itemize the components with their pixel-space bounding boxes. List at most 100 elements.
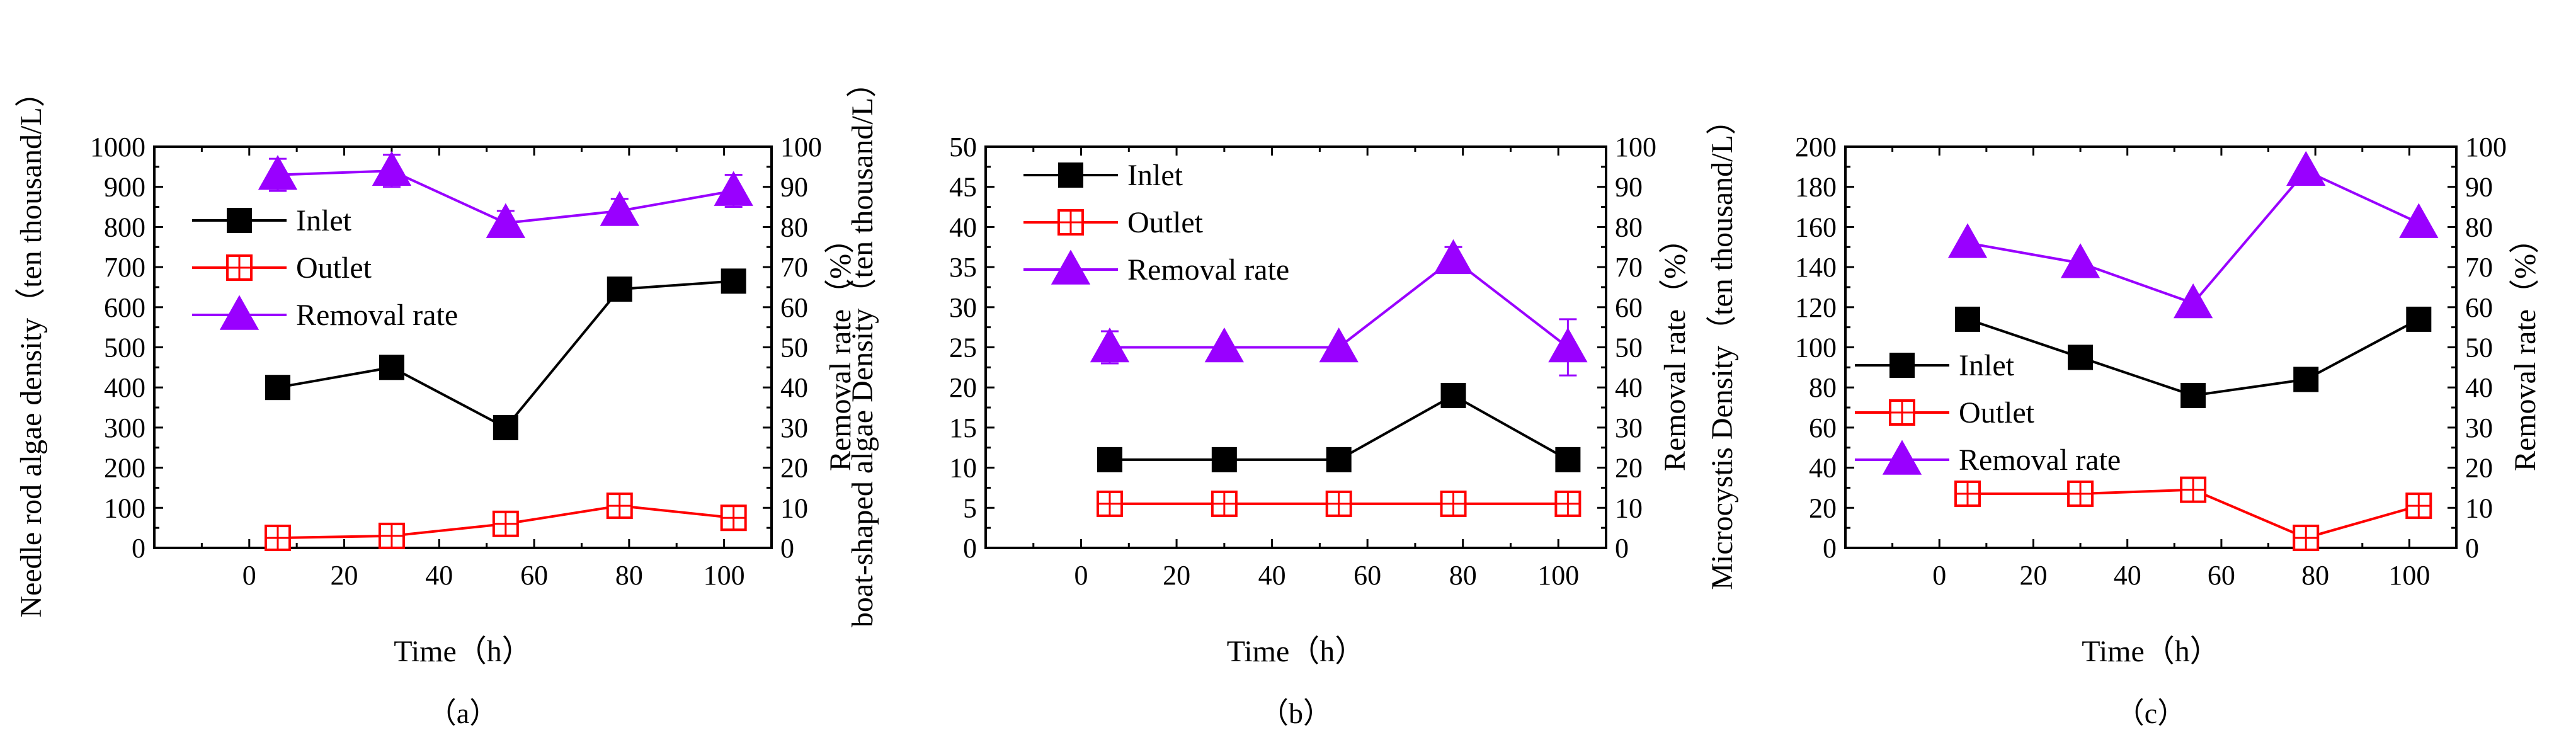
x-tick-label: 0 — [1074, 560, 1088, 591]
data-point — [372, 151, 412, 186]
legend-marker — [1882, 440, 1922, 475]
y-tick-label: 700 — [104, 252, 145, 283]
y2-tick-label: 80 — [780, 212, 808, 242]
x-tick-label: 80 — [615, 560, 643, 591]
y-tick-label: 1000 — [90, 132, 145, 162]
data-point — [600, 191, 639, 226]
data-point — [1211, 490, 1238, 517]
data-point — [2293, 525, 2320, 552]
data-point — [2286, 151, 2326, 186]
legend-item: Removal rate — [1023, 249, 1289, 287]
y2-tick-label: 70 — [2465, 252, 2493, 283]
series-removal-rate — [258, 151, 753, 238]
panel-label: （c） — [2116, 697, 2186, 729]
legend-item: Inlet — [1855, 349, 2015, 382]
x-tick-label: 100 — [1537, 560, 1579, 591]
y2-tick-label: 80 — [1615, 212, 1643, 242]
x-tick-label: 100 — [704, 560, 745, 591]
legend-label: Outlet — [1959, 396, 2035, 430]
series-inlet — [1097, 382, 1581, 472]
panel-label: （b） — [1260, 697, 1332, 729]
x-tick-label: 80 — [1449, 560, 1477, 591]
y2-tick-label: 50 — [1615, 333, 1643, 363]
y-axis-label: boat-shaped algae Density（ten thousand/L… — [846, 67, 879, 627]
x-tick-label: 40 — [425, 560, 453, 591]
data-point — [714, 171, 753, 206]
y-tick-label: 25 — [949, 333, 977, 363]
legend-label: Outlet — [1127, 206, 1204, 239]
y-tick-label: 200 — [1795, 132, 1837, 162]
series-outlet — [1097, 490, 1582, 517]
y2-tick-label: 40 — [780, 372, 808, 403]
data-point — [265, 525, 291, 552]
y-tick-label: 200 — [104, 453, 145, 484]
y2-axis-label: Removal rate（%） — [2509, 224, 2542, 471]
legend-label: Inlet — [1127, 159, 1183, 192]
chart-panel-a: 0 20 40 60 80 1000100200300400500600700800900… — [14, 77, 857, 729]
y2-tick-label: 100 — [780, 132, 822, 162]
y2-tick-label: 70 — [780, 252, 808, 283]
x-axis-label: Time（h） — [2082, 635, 2220, 668]
x-axis-label: Time（h） — [1227, 635, 1365, 668]
data-point — [721, 268, 746, 294]
data-point — [2406, 306, 2432, 332]
data-point — [2180, 476, 2207, 503]
data-point — [265, 375, 290, 401]
y-tick-label: 40 — [1809, 453, 1837, 484]
data-point — [1097, 447, 1122, 472]
y2-tick-label: 10 — [1615, 492, 1643, 523]
legend-marker — [1889, 399, 1915, 426]
series-removal-rate — [1947, 151, 2439, 319]
legend-label: Inlet — [296, 204, 352, 237]
data-point — [1440, 490, 1467, 517]
y2-tick-label: 50 — [780, 333, 808, 363]
legend-item: Outlet — [1855, 396, 2035, 430]
series-inlet — [265, 268, 746, 440]
y-tick-label: 140 — [1795, 252, 1837, 283]
legend-marker — [227, 208, 252, 233]
data-point — [1319, 327, 1359, 363]
y-tick-label: 160 — [1795, 212, 1837, 242]
y2-tick-label: 60 — [1615, 292, 1643, 323]
x-tick-label: 20 — [331, 560, 358, 591]
legend-item: Outlet — [1023, 206, 1204, 239]
y2-tick-label: 30 — [2465, 413, 2493, 443]
legend-marker — [1057, 209, 1084, 236]
legend-item: Removal rate — [1855, 440, 2121, 477]
data-point — [493, 414, 518, 440]
data-point — [1433, 239, 1473, 275]
y-tick-label: 40 — [949, 212, 977, 242]
data-point — [1947, 223, 1988, 258]
x-tick-label: 60 — [1354, 560, 1381, 591]
y-tick-label: 60 — [1809, 413, 1837, 443]
y-tick-label: 0 — [132, 533, 145, 564]
y-tick-label: 15 — [949, 413, 977, 443]
y-tick-label: 50 — [949, 132, 977, 162]
x-axis-label: Time（h） — [394, 635, 532, 668]
y2-tick-label: 50 — [2465, 333, 2493, 363]
data-point — [1554, 490, 1582, 517]
legend-marker — [1058, 162, 1083, 188]
data-point — [607, 276, 632, 302]
y2-tick-label: 20 — [1615, 453, 1643, 484]
y2-tick-label: 70 — [1615, 252, 1643, 283]
data-point — [720, 504, 747, 532]
data-point — [2180, 382, 2206, 408]
y-tick-label: 20 — [949, 372, 977, 403]
x-tick-label: 20 — [2019, 560, 2047, 591]
legend: Inlet Outlet Removal rate — [1855, 349, 2121, 477]
y-tick-label: 5 — [963, 492, 977, 523]
y2-tick-label: 30 — [780, 413, 808, 443]
y2-tick-label: 40 — [2465, 372, 2493, 403]
data-point — [1555, 447, 1581, 472]
y2-axis-label: Removal rate（%） — [1658, 224, 1692, 471]
legend-label: Inlet — [1959, 349, 2015, 382]
x-tick-label: 40 — [1258, 560, 1286, 591]
legend-marker — [219, 295, 259, 330]
data-point — [1954, 481, 1981, 508]
y2-tick-label: 60 — [780, 292, 808, 323]
data-point — [486, 203, 526, 238]
y-tick-label: 0 — [963, 533, 977, 564]
data-point — [379, 355, 404, 380]
data-point — [258, 155, 298, 190]
